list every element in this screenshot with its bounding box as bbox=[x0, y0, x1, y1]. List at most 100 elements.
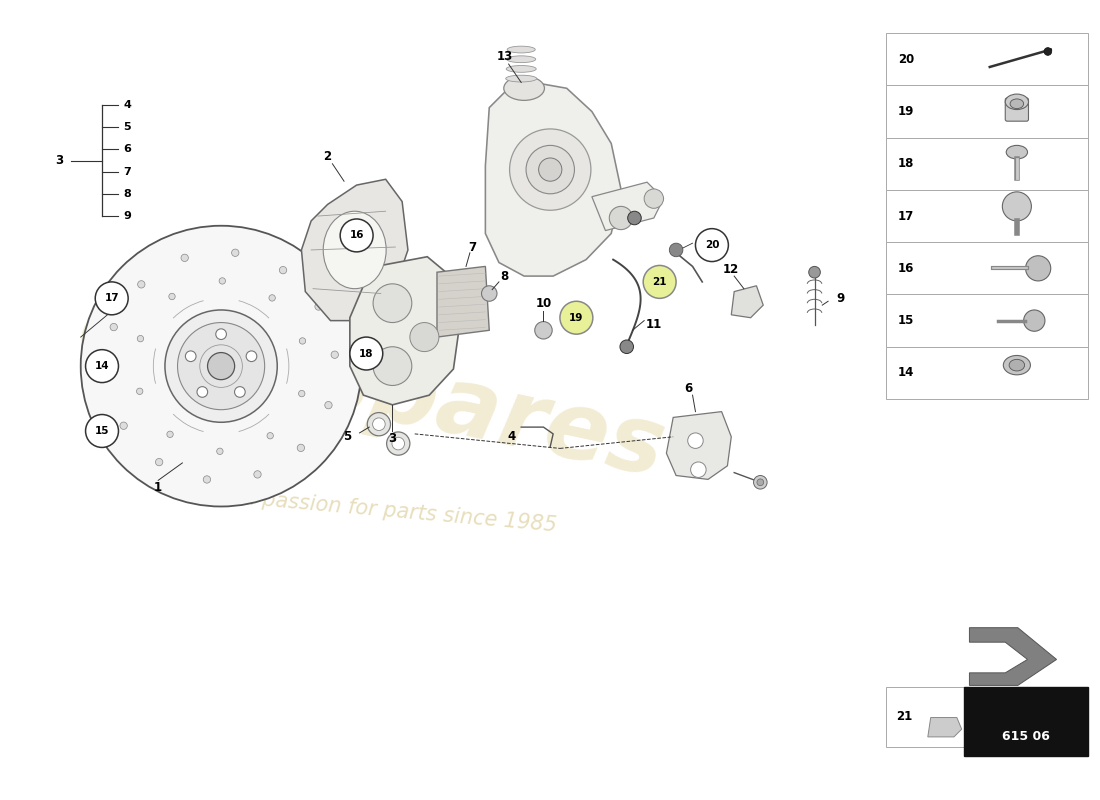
Circle shape bbox=[155, 458, 163, 466]
Ellipse shape bbox=[1009, 359, 1024, 371]
Text: 3: 3 bbox=[55, 154, 64, 167]
Circle shape bbox=[279, 266, 287, 274]
Circle shape bbox=[234, 386, 245, 398]
Text: 20: 20 bbox=[705, 240, 719, 250]
Text: 9: 9 bbox=[123, 211, 131, 221]
Circle shape bbox=[197, 386, 208, 398]
Text: 8: 8 bbox=[123, 189, 131, 198]
Text: 13: 13 bbox=[496, 50, 513, 63]
Circle shape bbox=[168, 294, 175, 300]
Circle shape bbox=[254, 470, 261, 478]
Circle shape bbox=[1002, 192, 1032, 221]
Text: 12: 12 bbox=[723, 263, 739, 276]
FancyBboxPatch shape bbox=[887, 86, 1088, 138]
Text: 6: 6 bbox=[684, 382, 693, 395]
Circle shape bbox=[136, 388, 143, 394]
Ellipse shape bbox=[1006, 146, 1027, 159]
Polygon shape bbox=[350, 257, 460, 405]
Circle shape bbox=[138, 281, 145, 288]
Circle shape bbox=[315, 303, 322, 310]
Circle shape bbox=[535, 322, 552, 339]
Polygon shape bbox=[592, 182, 663, 230]
Circle shape bbox=[628, 211, 641, 225]
Text: 7: 7 bbox=[123, 166, 131, 177]
Text: 5: 5 bbox=[343, 430, 351, 443]
Circle shape bbox=[297, 444, 305, 451]
FancyBboxPatch shape bbox=[1005, 98, 1028, 121]
Circle shape bbox=[324, 402, 332, 409]
Text: 18: 18 bbox=[898, 158, 914, 170]
Circle shape bbox=[392, 438, 405, 450]
Polygon shape bbox=[485, 82, 620, 276]
Circle shape bbox=[340, 219, 373, 252]
Text: 16: 16 bbox=[898, 262, 914, 275]
Circle shape bbox=[167, 431, 173, 438]
Circle shape bbox=[695, 229, 728, 262]
FancyBboxPatch shape bbox=[887, 33, 1088, 86]
Circle shape bbox=[482, 286, 497, 302]
Circle shape bbox=[560, 302, 593, 334]
Circle shape bbox=[217, 448, 223, 454]
Text: 21: 21 bbox=[895, 710, 912, 723]
Ellipse shape bbox=[507, 46, 536, 53]
Text: 19: 19 bbox=[569, 313, 584, 322]
Circle shape bbox=[526, 146, 574, 194]
Circle shape bbox=[138, 335, 144, 342]
Polygon shape bbox=[301, 179, 408, 321]
FancyBboxPatch shape bbox=[887, 294, 1088, 346]
Circle shape bbox=[373, 346, 411, 386]
Circle shape bbox=[691, 462, 706, 478]
Text: 20: 20 bbox=[898, 53, 914, 66]
Circle shape bbox=[644, 266, 676, 298]
FancyBboxPatch shape bbox=[887, 138, 1088, 190]
FancyBboxPatch shape bbox=[887, 190, 1088, 242]
Circle shape bbox=[267, 433, 274, 439]
Text: 14: 14 bbox=[898, 366, 914, 379]
Text: 10: 10 bbox=[536, 297, 551, 310]
Circle shape bbox=[386, 432, 410, 455]
Circle shape bbox=[204, 476, 210, 483]
FancyBboxPatch shape bbox=[887, 346, 1088, 399]
Circle shape bbox=[299, 338, 306, 344]
Ellipse shape bbox=[504, 76, 544, 100]
Text: 17: 17 bbox=[104, 294, 119, 303]
Circle shape bbox=[80, 226, 362, 506]
Polygon shape bbox=[437, 266, 490, 337]
Circle shape bbox=[232, 249, 239, 257]
Text: 21: 21 bbox=[652, 277, 667, 287]
Circle shape bbox=[298, 390, 305, 397]
Text: 7: 7 bbox=[469, 241, 477, 254]
Ellipse shape bbox=[507, 56, 536, 62]
Circle shape bbox=[609, 206, 632, 230]
Text: 15: 15 bbox=[898, 314, 914, 327]
Text: 16: 16 bbox=[350, 230, 364, 241]
Ellipse shape bbox=[506, 75, 537, 82]
Circle shape bbox=[373, 284, 411, 322]
Circle shape bbox=[754, 475, 767, 489]
Text: 9: 9 bbox=[837, 292, 845, 305]
Text: 14: 14 bbox=[95, 361, 109, 371]
Circle shape bbox=[268, 294, 275, 301]
Circle shape bbox=[367, 413, 390, 436]
Text: 4: 4 bbox=[507, 430, 516, 443]
Circle shape bbox=[182, 254, 188, 262]
Circle shape bbox=[1024, 310, 1045, 331]
Text: 15: 15 bbox=[95, 426, 109, 436]
Circle shape bbox=[165, 310, 277, 422]
Circle shape bbox=[669, 243, 683, 257]
Circle shape bbox=[216, 329, 227, 339]
Circle shape bbox=[688, 433, 703, 449]
Text: 3: 3 bbox=[388, 432, 396, 446]
Text: 11: 11 bbox=[646, 318, 662, 331]
Circle shape bbox=[186, 351, 196, 362]
Circle shape bbox=[208, 353, 234, 380]
Circle shape bbox=[410, 322, 439, 351]
Text: a passion for parts since 1985: a passion for parts since 1985 bbox=[242, 488, 558, 535]
Circle shape bbox=[246, 351, 256, 362]
Circle shape bbox=[110, 323, 118, 330]
Text: 17: 17 bbox=[898, 210, 914, 222]
Text: 18: 18 bbox=[359, 349, 374, 358]
Circle shape bbox=[350, 337, 383, 370]
Text: 1: 1 bbox=[154, 481, 162, 494]
Circle shape bbox=[86, 350, 119, 382]
